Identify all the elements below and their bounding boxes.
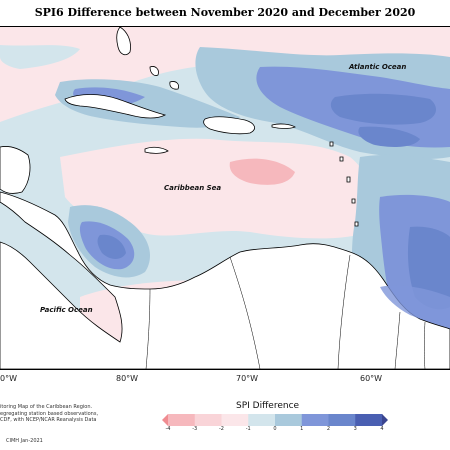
legend-tick-label: -4	[165, 426, 171, 432]
legend-arrow-right	[382, 414, 388, 426]
map-panel: Atlantic Ocean Caribbean Sea Pacific Oce…	[0, 26, 450, 370]
legend-tick-label: 3	[353, 426, 357, 432]
legend-swatch	[328, 414, 356, 426]
map-title: SPI6 Difference between November 2020 an…	[34, 6, 416, 19]
legend-swatch	[355, 414, 383, 426]
label-pacific-ocean: Pacific Ocean	[40, 306, 93, 314]
jamaica-land	[144, 146, 169, 154]
deep-blue-central-america	[97, 234, 126, 259]
puerto-rico-land	[271, 123, 296, 129]
legend-swatch	[194, 414, 222, 426]
spi-difference-map	[0, 27, 450, 369]
island-4	[351, 198, 356, 204]
island-3	[346, 176, 351, 183]
legend-arrow-left	[162, 414, 168, 426]
bahamas-land-1	[149, 66, 159, 76]
pink-hotspot	[229, 158, 295, 185]
legend-tick-label: -2	[219, 426, 224, 432]
legend-swatch	[301, 414, 329, 426]
legend-swatch	[168, 414, 196, 426]
legend-tick-label: -1	[245, 426, 251, 432]
blue-guianas	[380, 285, 450, 327]
legend-swatch	[248, 414, 276, 426]
credit-line-3: CDF, with NCEP/NCAR Reanalysis Data	[0, 417, 97, 423]
pink-caribbean-zone	[60, 138, 375, 239]
legend-tick-label: 0	[273, 426, 277, 432]
hispaniola-land	[203, 116, 255, 135]
island-2	[339, 156, 344, 162]
legend-tick-label: 1	[300, 426, 304, 432]
credit-line-1: itoring Map of the Caribbean Region.	[0, 404, 93, 410]
legend-title: SPI Difference	[236, 401, 300, 411]
pink-north-strip	[0, 27, 450, 55]
border-1	[229, 256, 261, 369]
credit-text: itoring Map of the Caribbean Region. egr…	[0, 404, 110, 424]
label-caribbean-sea: Caribbean Sea	[164, 184, 222, 192]
deep-blue-atlantic	[330, 93, 436, 125]
yucatan-land	[0, 146, 31, 194]
border-5	[145, 288, 151, 369]
bahamas-land-2	[169, 81, 179, 90]
island-1	[329, 141, 334, 147]
land-masses	[0, 27, 450, 369]
deep-blue-patch-2	[358, 126, 420, 147]
copyright: CIMH Jan-2021	[6, 438, 43, 444]
legend-tick-label: 2	[326, 426, 331, 432]
lon-label-3: 60°W	[360, 374, 383, 383]
border-4	[424, 321, 426, 369]
lon-label-2: 70°W	[236, 374, 259, 383]
cuba-land	[64, 94, 167, 119]
border-3	[394, 311, 401, 369]
credit-line-2: egregating station based observations,	[0, 410, 99, 417]
border-2	[337, 254, 351, 369]
legend-tick-label: 4	[380, 426, 384, 432]
legend-swatch	[221, 414, 249, 426]
legend-tick-label: -3	[192, 426, 198, 432]
label-atlantic-ocean: Atlantic Ocean	[349, 63, 407, 71]
legend-swatch	[275, 414, 303, 426]
island-5	[354, 221, 359, 227]
borders	[145, 254, 426, 369]
lon-label-0: 0°W	[0, 374, 17, 383]
lon-label-1: 80°W	[116, 374, 139, 383]
florida-land	[116, 27, 131, 56]
cyan-northwest	[0, 45, 80, 69]
